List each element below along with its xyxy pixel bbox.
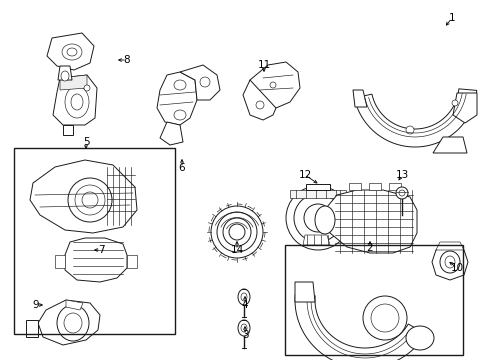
Polygon shape [294, 282, 314, 302]
Ellipse shape [304, 204, 331, 232]
Ellipse shape [395, 187, 407, 199]
Ellipse shape [200, 77, 209, 87]
Polygon shape [352, 90, 366, 107]
Polygon shape [58, 66, 72, 80]
Ellipse shape [217, 212, 257, 252]
Text: 8: 8 [123, 55, 130, 65]
Polygon shape [432, 137, 466, 153]
Ellipse shape [228, 224, 244, 240]
Polygon shape [243, 80, 275, 120]
Ellipse shape [82, 192, 98, 208]
Polygon shape [368, 183, 380, 190]
Polygon shape [435, 242, 463, 250]
Polygon shape [348, 183, 360, 190]
Ellipse shape [293, 194, 341, 242]
Text: 12: 12 [298, 170, 311, 180]
Polygon shape [38, 300, 100, 345]
Polygon shape [452, 93, 476, 123]
Polygon shape [289, 190, 346, 198]
Ellipse shape [57, 305, 89, 341]
Ellipse shape [238, 320, 249, 336]
Polygon shape [431, 245, 467, 280]
Ellipse shape [256, 101, 264, 109]
Ellipse shape [405, 126, 413, 134]
Ellipse shape [362, 296, 406, 340]
Polygon shape [60, 75, 87, 90]
Ellipse shape [241, 293, 246, 301]
Text: 7: 7 [98, 245, 104, 255]
Polygon shape [388, 183, 400, 190]
Ellipse shape [285, 186, 349, 250]
Ellipse shape [174, 80, 185, 90]
Polygon shape [55, 255, 65, 268]
Ellipse shape [439, 251, 459, 273]
Ellipse shape [370, 304, 398, 332]
Ellipse shape [65, 86, 89, 118]
Polygon shape [26, 320, 38, 337]
Ellipse shape [61, 71, 69, 81]
Text: 6: 6 [178, 163, 185, 173]
Polygon shape [247, 62, 299, 108]
Text: 9: 9 [33, 300, 39, 310]
Text: 1: 1 [448, 13, 454, 23]
Polygon shape [47, 33, 94, 70]
Polygon shape [30, 160, 137, 233]
Ellipse shape [174, 110, 185, 120]
Text: 13: 13 [395, 170, 408, 180]
Ellipse shape [68, 178, 112, 222]
Text: 14: 14 [230, 245, 243, 255]
Ellipse shape [241, 324, 246, 332]
Ellipse shape [238, 289, 249, 305]
Text: 5: 5 [82, 137, 89, 147]
Ellipse shape [210, 206, 263, 258]
Bar [285, 245, 462, 355]
Ellipse shape [67, 48, 77, 56]
Ellipse shape [75, 185, 105, 215]
Polygon shape [294, 294, 425, 360]
Text: 2: 2 [366, 243, 372, 253]
Polygon shape [160, 122, 183, 145]
Polygon shape [303, 235, 329, 245]
Bar [14, 148, 175, 334]
Polygon shape [127, 255, 137, 268]
Ellipse shape [269, 82, 275, 88]
Polygon shape [180, 65, 220, 100]
Text: 3: 3 [241, 330, 248, 340]
Polygon shape [65, 238, 127, 282]
Ellipse shape [444, 256, 454, 268]
Ellipse shape [223, 218, 250, 246]
Ellipse shape [398, 190, 404, 196]
Polygon shape [326, 190, 416, 253]
Ellipse shape [84, 85, 90, 91]
Ellipse shape [62, 44, 82, 60]
Ellipse shape [314, 206, 334, 234]
Polygon shape [63, 125, 73, 135]
Text: 4: 4 [241, 300, 248, 310]
Text: 10: 10 [449, 263, 463, 273]
Ellipse shape [71, 94, 83, 110]
Polygon shape [53, 75, 97, 125]
Polygon shape [157, 72, 197, 125]
Polygon shape [305, 184, 329, 190]
Ellipse shape [451, 100, 457, 106]
Ellipse shape [64, 313, 82, 333]
Ellipse shape [405, 326, 433, 350]
Text: 11: 11 [257, 60, 270, 70]
Polygon shape [354, 89, 476, 147]
Polygon shape [66, 300, 83, 310]
